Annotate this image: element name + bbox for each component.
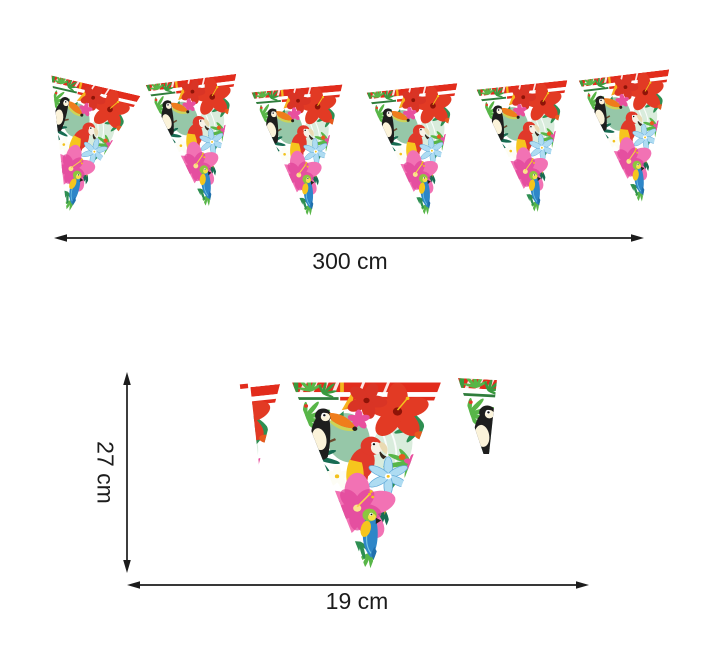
closeup-right-partial-flag xyxy=(448,370,520,579)
bunting-banner-row xyxy=(0,60,701,236)
closeup-left-partial-flag xyxy=(238,373,303,585)
height-dimension-arrow xyxy=(123,372,131,573)
length-dimension-arrow xyxy=(54,234,644,242)
width-label: 19 cm xyxy=(325,588,389,614)
bunting-flag-1 xyxy=(21,69,143,227)
bunting-flag-3 xyxy=(251,77,356,225)
arrowhead-down xyxy=(123,560,131,573)
neighbor-band-fragment xyxy=(239,383,249,390)
arrowhead-left xyxy=(127,581,140,589)
bunting-flag-2 xyxy=(145,67,254,218)
closeup-main-flag xyxy=(292,372,444,576)
width-dimension-arrow xyxy=(127,581,589,589)
bunting-flag-5 xyxy=(476,73,583,222)
arrowhead-right xyxy=(576,581,589,589)
arrowhead-right xyxy=(631,234,644,242)
flag-closeup xyxy=(238,370,520,585)
bunting-flag-4 xyxy=(366,76,473,225)
arrowhead-left xyxy=(54,234,67,242)
length-label: 300 cm xyxy=(312,248,388,274)
arrowhead-up xyxy=(123,372,131,385)
height-label: 27 cm xyxy=(92,441,119,504)
bunting-flag-6 xyxy=(578,62,687,213)
